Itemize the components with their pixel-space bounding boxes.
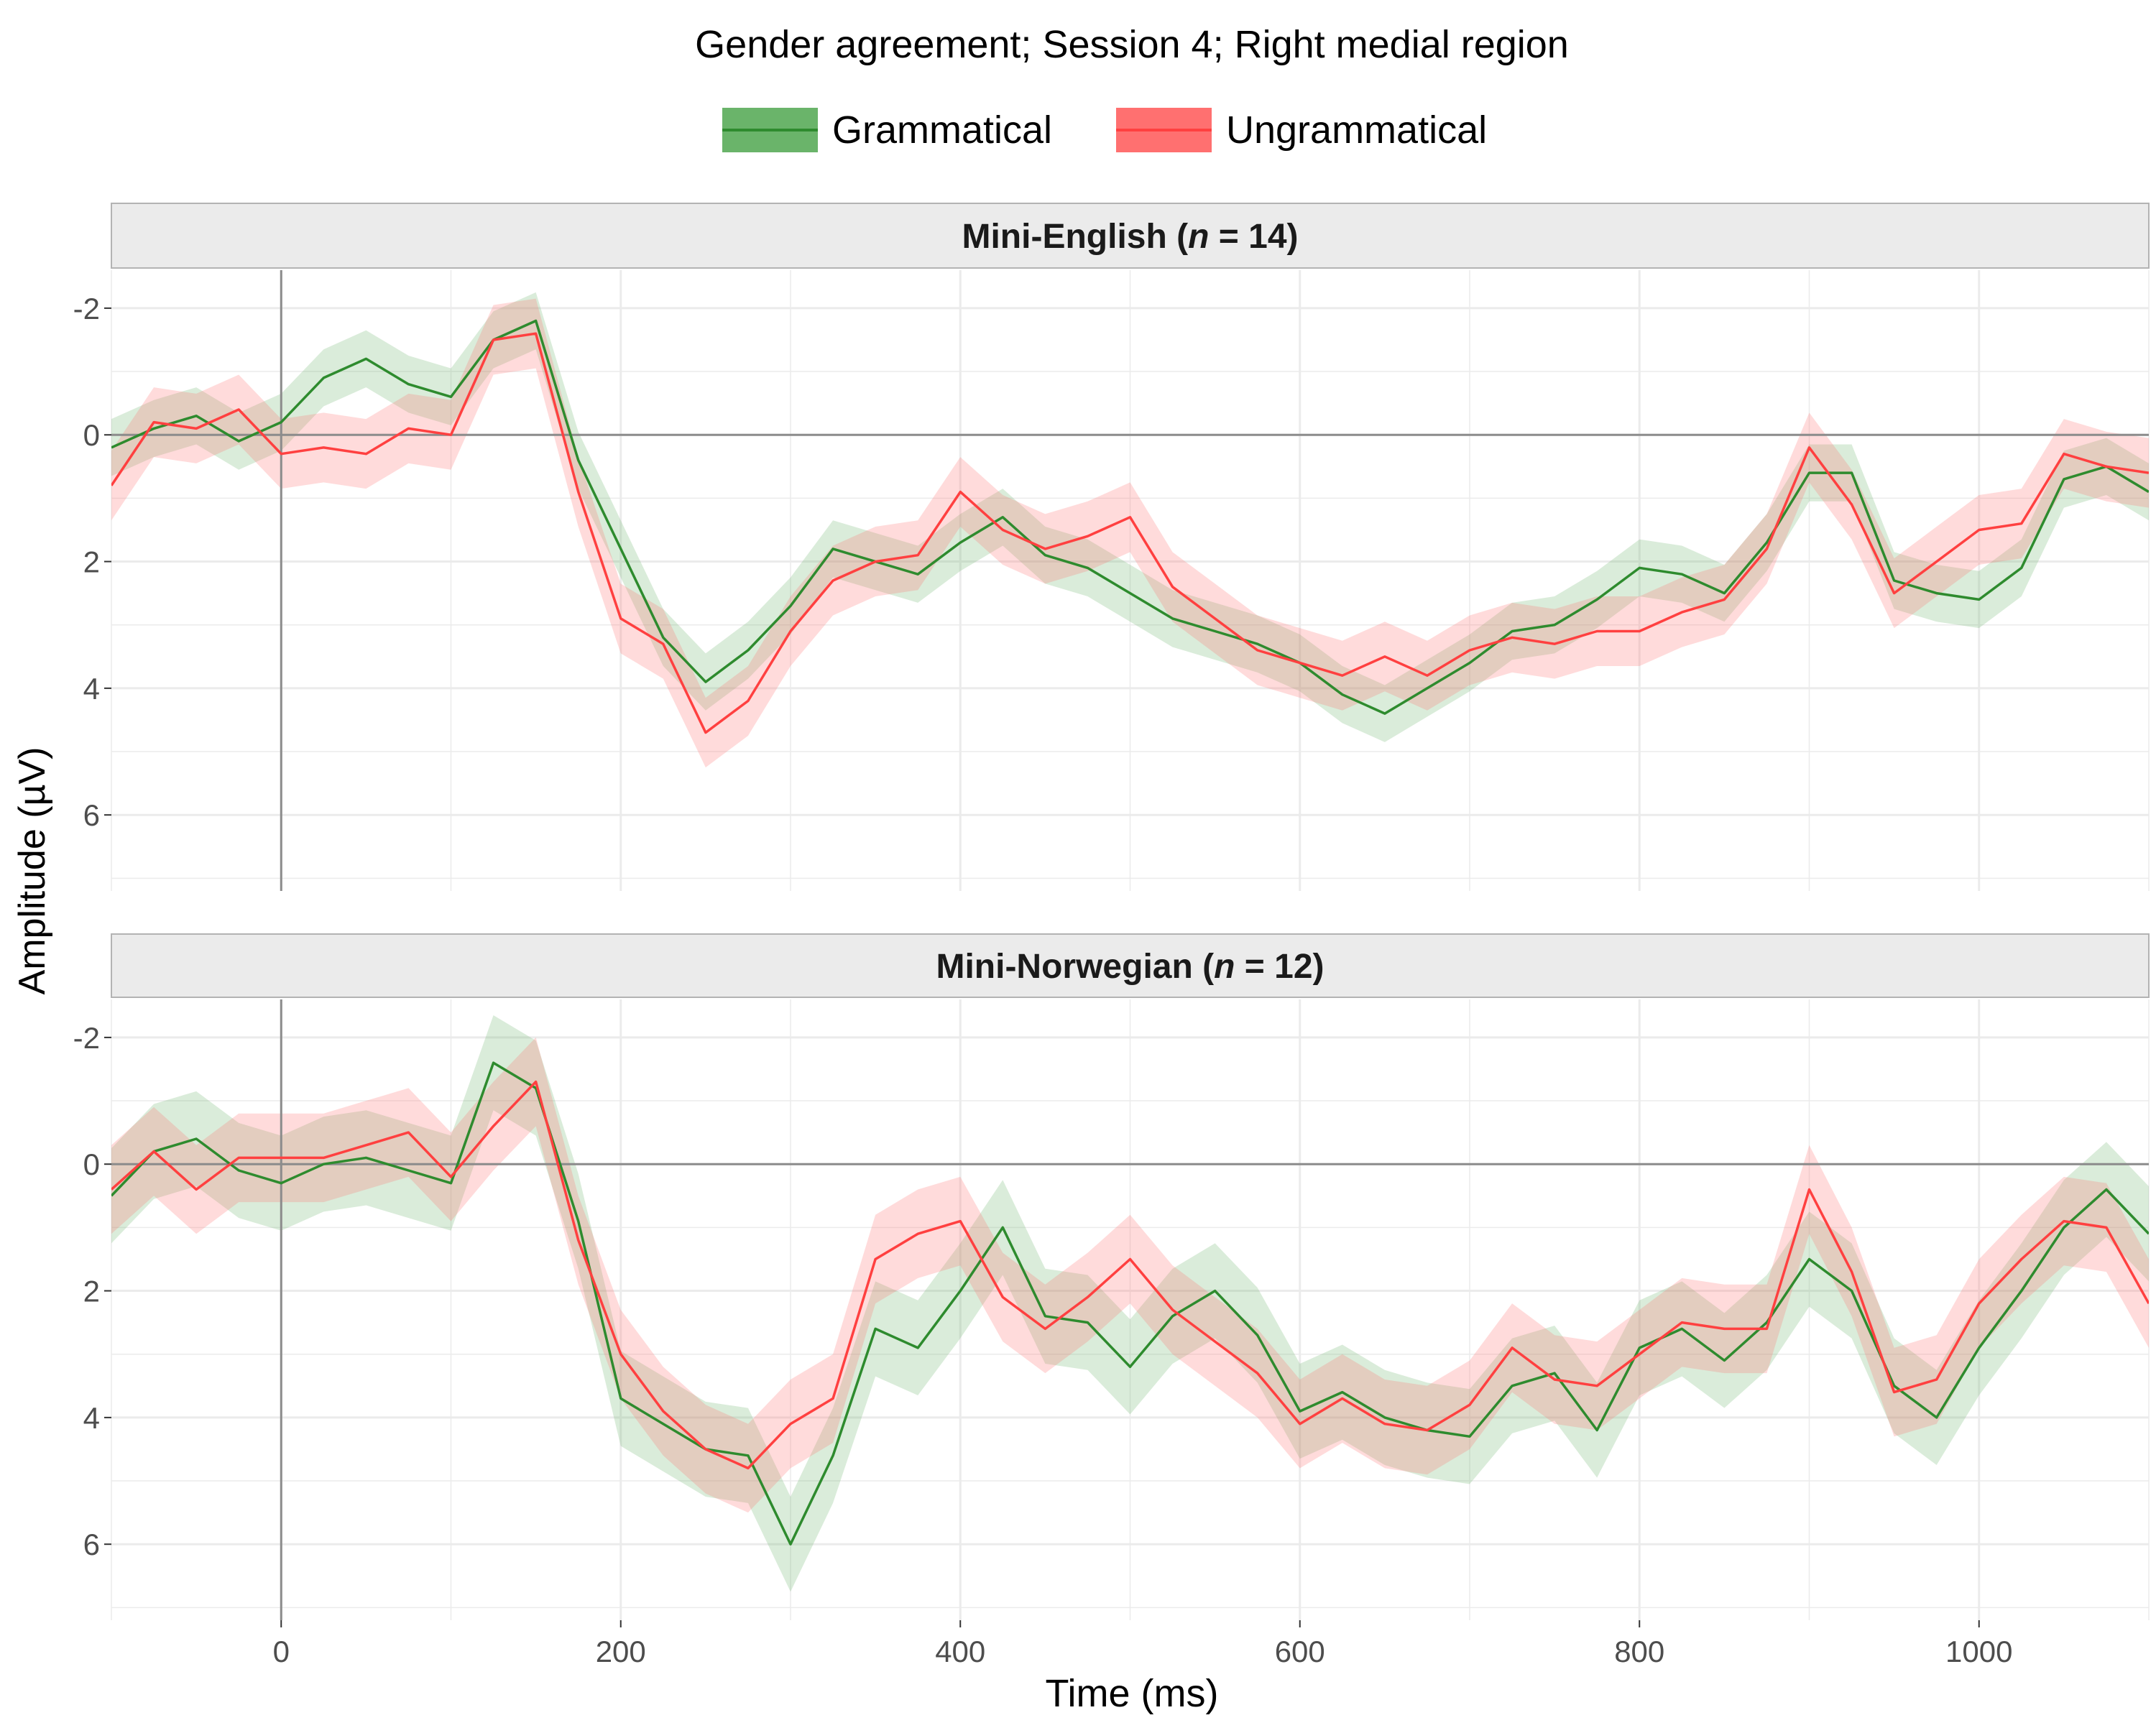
plot-area [111, 270, 2149, 891]
legend-label-ungrammatical: Ungrammatical [1226, 108, 1487, 152]
y-axis-label: Amplitude (µV) [11, 747, 53, 995]
panel-strip [111, 203, 2150, 269]
y-tick-label: -2 [73, 1021, 100, 1055]
x-tick-label: 200 [596, 1635, 646, 1668]
y-tick-label: 6 [83, 1528, 100, 1561]
legend-item-grammatical: Grammatical [722, 108, 1052, 152]
legend-item-ungrammatical: Ungrammatical [1116, 108, 1487, 152]
x-tick-label: 0 [273, 1635, 290, 1668]
panel-strip-label: Mini-English (n = 14) [962, 218, 1298, 256]
strip-text: = 14) [1209, 218, 1298, 256]
y-tick-label: 2 [83, 545, 100, 579]
x-axis-label: Time (ms) [1046, 1672, 1219, 1715]
ci-ribbon-ungrammatical [111, 298, 2149, 768]
y-tick-label: 4 [83, 1401, 100, 1435]
strip-text: Mini-English ( [962, 218, 1188, 256]
x-tick-label: 400 [935, 1635, 985, 1668]
y-tick-label: 6 [83, 798, 100, 832]
chart-title: Gender agreement; Session 4; Right media… [695, 23, 1569, 66]
series-line-grammatical [111, 319, 2149, 715]
x-tick-label: 600 [1275, 1635, 1325, 1668]
legend: Grammatical Ungrammatical [722, 108, 1487, 152]
y-tick-label: 0 [83, 1147, 100, 1181]
strip-text: = 12) [1235, 948, 1324, 986]
y-tick-label: 4 [83, 672, 100, 706]
panel-2: Mini-Norwegian (n = 12) -2 0 2 4 6 [73, 933, 2150, 1620]
panel-strip [111, 933, 2150, 998]
legend-label-grammatical: Grammatical [832, 108, 1052, 152]
panel-1: Mini-English (n = 14) -2 0 2 4 6 [73, 203, 2150, 891]
x-tick-label: 1000 [1945, 1635, 2012, 1668]
series-line-ungrammatical [111, 332, 2149, 734]
plot-area [111, 999, 2149, 1620]
x-tick-label: 800 [1614, 1635, 1664, 1668]
strip-text: Mini-Norwegian ( [936, 948, 1214, 986]
series-line-ungrammatical [111, 1080, 2149, 1470]
y-tick-label: 0 [83, 418, 100, 452]
panels: Mini-English (n = 14)-20246Mini-Norwegia… [73, 203, 2150, 1620]
ci-ribbon-grammatical [111, 1015, 2149, 1592]
strip-n: n [1214, 948, 1235, 986]
series-line-grammatical [111, 1061, 2149, 1546]
y-tick-label: -2 [73, 292, 100, 325]
panel-strip-label: Mini-Norwegian (n = 12) [936, 948, 1324, 986]
strip-n: n [1188, 218, 1209, 256]
x-axis: 0 200 400 600 800 1000 [273, 1620, 2012, 1668]
y-tick-label: 2 [83, 1275, 100, 1308]
